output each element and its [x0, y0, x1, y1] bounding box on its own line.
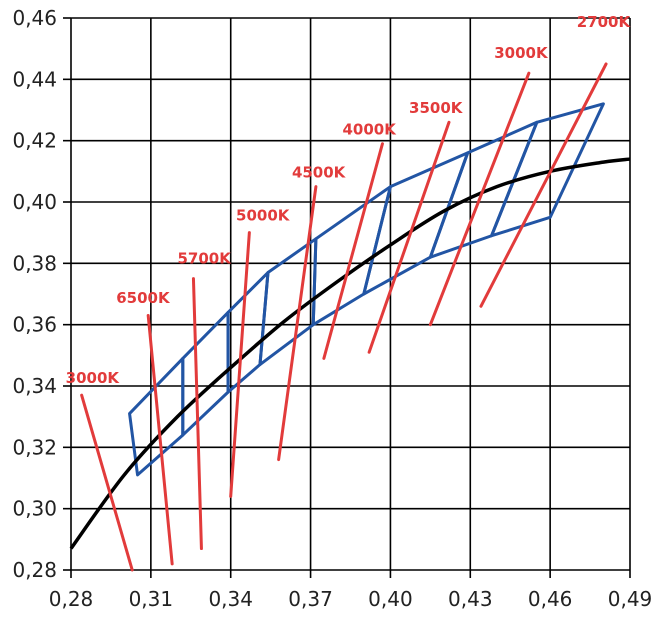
quadrangle — [490, 102, 605, 238]
x-tick-label: 0,31 — [129, 587, 174, 611]
cct-label: 6500K — [116, 289, 171, 307]
cct-label: 3000K — [494, 44, 549, 62]
cct-line — [80, 393, 134, 572]
cct-label: 4500K — [292, 163, 347, 181]
y-tick-label: 0,44 — [12, 67, 57, 91]
cct-line — [229, 231, 251, 498]
cct-label: 5700K — [177, 249, 232, 267]
x-tick-label: 0,34 — [208, 587, 253, 611]
cct-quadrangles — [128, 102, 605, 477]
cct-label: 3000K — [66, 369, 121, 387]
cct-label: 4000K — [343, 121, 398, 139]
y-tick-label: 0,32 — [12, 435, 57, 459]
cct-label: 5000K — [236, 206, 291, 224]
x-tick-label: 0,37 — [288, 587, 333, 611]
cct-lines: 3000K 6500K 5700K 5000K 4500K 4000K 3500K 3000K… — [66, 13, 632, 572]
x-tick-label: 0,40 — [368, 587, 413, 611]
cct-line — [322, 142, 384, 360]
cct-line — [191, 277, 203, 551]
cct-line — [277, 185, 318, 462]
y-tick-label: 0,34 — [12, 374, 57, 398]
cct-label: 3500K — [409, 99, 464, 117]
y-tick-label: 0,28 — [12, 558, 57, 582]
y-tick-label: 0,30 — [12, 497, 57, 521]
cct-line — [479, 62, 608, 308]
cct-line — [146, 313, 174, 566]
y-tick-label: 0,38 — [12, 251, 57, 275]
y-tick-label: 0,46 — [12, 6, 57, 30]
x-tick-label: 0,28 — [49, 587, 94, 611]
y-tick-label: 0,36 — [12, 313, 57, 337]
y-tick-label: 0,40 — [12, 190, 57, 214]
y-tick-label: 0,42 — [12, 129, 57, 153]
cct-line — [367, 120, 451, 354]
cct-label: 2700K — [577, 13, 632, 31]
x-tick-label: 0,43 — [448, 587, 493, 611]
x-tick-label: 0,49 — [608, 587, 653, 611]
grid — [63, 17, 631, 578]
x-tick-label: 0,46 — [528, 587, 573, 611]
axis-tick-labels: 0,28 0,31 0,34 0,37 0,40 0,43 0,46 0,49 0,28 0,30… — [12, 6, 652, 611]
cct-line — [428, 71, 531, 327]
